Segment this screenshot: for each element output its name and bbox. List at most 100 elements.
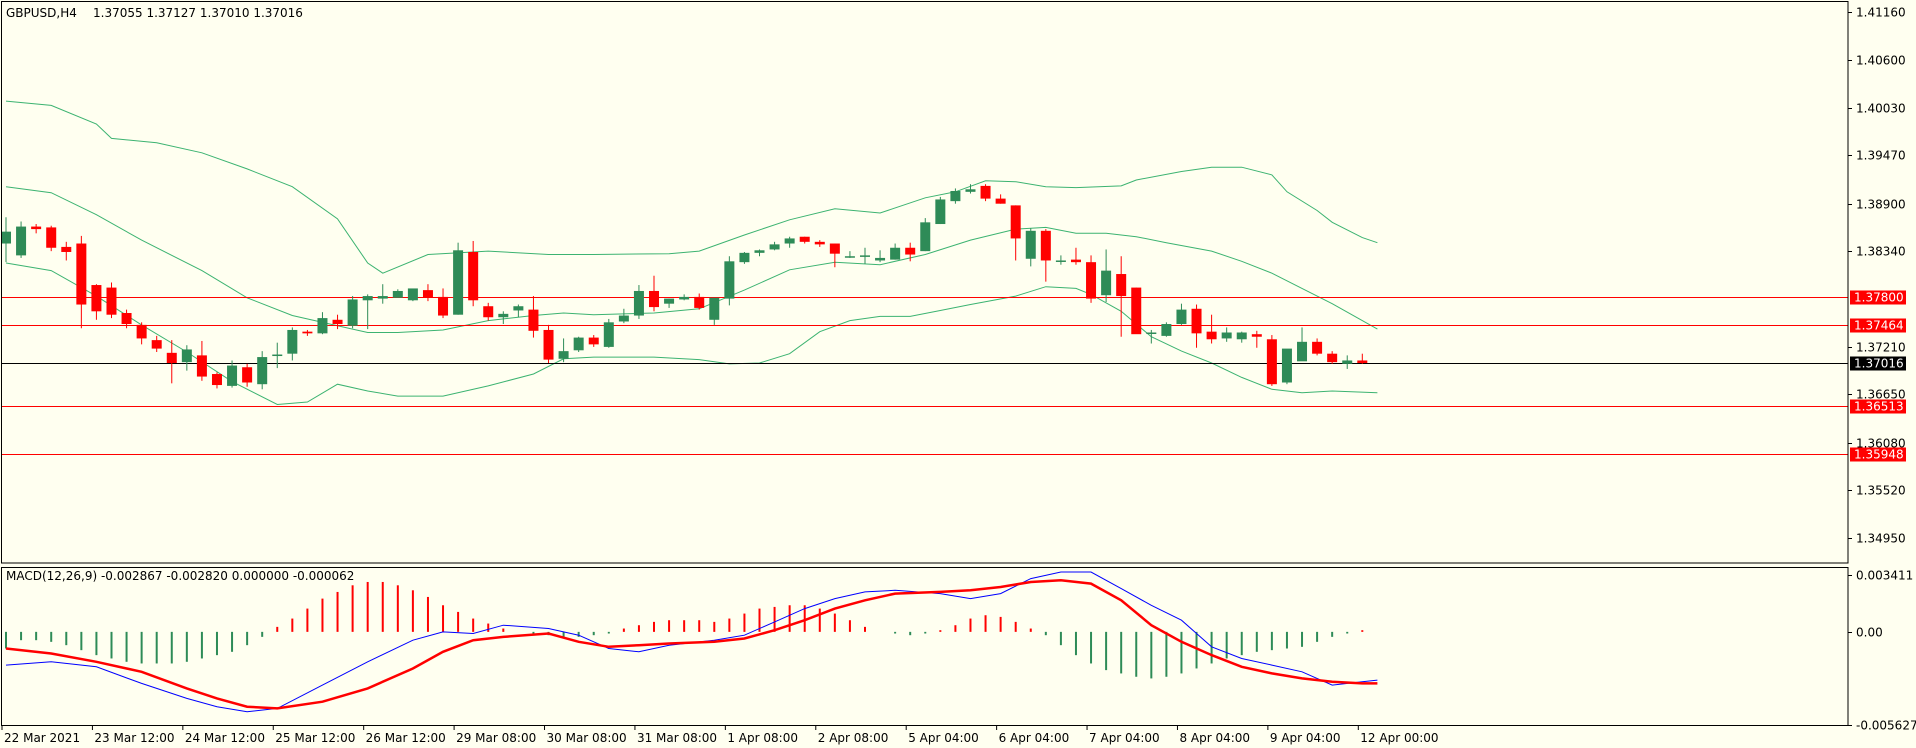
candle-body: [91, 285, 102, 312]
candle-body: [603, 322, 614, 347]
candle: [995, 194, 1006, 204]
time-tick-label: 1 Apr 08:00: [727, 731, 798, 745]
candle-body: [859, 255, 870, 257]
candle: [513, 304, 524, 318]
candle: [468, 240, 479, 307]
candle: [965, 184, 976, 194]
price-pane[interactable]: 1.37800 1.37464 1.37016 1.36513 1.35948 GBPU…: [1, 6, 1906, 462]
candle-body: [362, 296, 373, 301]
candle-body: [709, 297, 720, 320]
candle: [573, 336, 584, 352]
candle-body: [543, 329, 554, 360]
candle-body: [618, 315, 629, 322]
candle-body: [844, 256, 855, 258]
candle-body: [257, 357, 268, 385]
candle-body: [46, 227, 57, 248]
candle-body: [151, 340, 162, 349]
time-tick-label: 9 Apr 04:00: [1270, 731, 1341, 745]
candle: [528, 296, 539, 338]
bollinger-middle-band: [5, 186, 1378, 333]
time-tick-label: 30 Mar 08:00: [547, 731, 627, 745]
level-price-tag: [1850, 447, 1906, 462]
candle-body: [347, 299, 358, 326]
candle-body: [422, 290, 433, 298]
candle-body: [965, 189, 976, 192]
candle-body: [1025, 230, 1036, 259]
bollinger-lower-band: [5, 262, 1378, 406]
candle: [649, 275, 660, 312]
candle-body: [513, 306, 524, 311]
candle: [362, 294, 373, 330]
candle: [799, 236, 810, 244]
candle-body: [1221, 332, 1232, 339]
candle: [754, 249, 765, 257]
candle: [407, 288, 418, 302]
candle: [1342, 355, 1353, 369]
candle-body: [995, 198, 1006, 204]
candle-body: [377, 296, 388, 299]
candle: [1131, 287, 1142, 335]
price-tick-label: 1.36650: [1856, 388, 1906, 402]
macd-pane[interactable]: MACD(12,26,9) -0.002867 -0.002820 0.0000…: [5, 569, 1378, 713]
candle: [890, 243, 901, 260]
candle: [694, 293, 705, 310]
candle: [1146, 329, 1157, 344]
time-tick-label: 22 Mar 2021: [4, 731, 80, 745]
price-tick-label: 1.35520: [1856, 484, 1906, 498]
level-price-tag: [1850, 290, 1906, 305]
candle: [739, 251, 750, 264]
candle: [1055, 255, 1066, 265]
time-tick-label: 7 Apr 04:00: [1089, 731, 1160, 745]
price-tick-label: 1.41160: [1856, 6, 1906, 20]
candle-body: [438, 296, 449, 316]
candle: [618, 308, 629, 324]
candle: [76, 235, 87, 329]
candle-body: [1010, 205, 1021, 239]
price-tick-label: 1.38340: [1856, 245, 1906, 259]
macd-title: MACD(12,26,9) -0.002867 -0.002820 0.0000…: [6, 569, 354, 583]
candle-body: [1101, 270, 1112, 296]
candle: [724, 256, 735, 306]
candle-body: [61, 246, 72, 252]
candle-body: [1070, 259, 1081, 263]
candle-body: [1342, 360, 1353, 364]
candle: [588, 335, 599, 347]
candle-body: [1281, 348, 1292, 383]
candle: [920, 218, 931, 252]
level-price-label: 1.37800: [1854, 291, 1904, 305]
candle: [935, 196, 946, 225]
candle-body: [211, 374, 222, 386]
candle-body: [392, 290, 403, 298]
candle-body: [1236, 332, 1247, 340]
candle-body: [196, 355, 207, 377]
candle: [1191, 304, 1202, 348]
time-tick-label: 2 Apr 08:00: [818, 731, 889, 745]
candle-body: [332, 319, 343, 325]
candle: [829, 243, 840, 268]
macd-axis: 0.003411 0.00 -0.005627: [1848, 569, 1916, 733]
candle-body: [468, 251, 479, 301]
candle-body: [1266, 339, 1277, 385]
time-tick-label: 26 Mar 12:00: [366, 731, 446, 745]
candle-body: [1055, 260, 1066, 262]
level-price-label: 1.36513: [1854, 400, 1904, 414]
candle-body: [242, 367, 253, 383]
candle: [332, 314, 343, 330]
time-tick-label: 31 Mar 08:00: [637, 731, 717, 745]
price-axis: 1.41160 1.40600 1.40030 1.39470 1.38900 1.383…: [1848, 6, 1906, 546]
candle: [287, 327, 298, 361]
ohlc-label: 1.37055 1.37127 1.37010 1.37016: [93, 6, 303, 20]
candle: [46, 225, 57, 252]
candle: [875, 250, 886, 263]
candle-body: [1146, 332, 1157, 334]
candle-body: [799, 236, 810, 242]
candle-body: [1297, 341, 1308, 362]
candle-body: [76, 243, 87, 305]
candle-body: [573, 337, 584, 351]
candles: [1, 184, 1368, 390]
candle-body: [1116, 274, 1127, 297]
candle: [859, 247, 870, 264]
candle: [61, 241, 72, 261]
macd-lines: [5, 571, 1378, 713]
